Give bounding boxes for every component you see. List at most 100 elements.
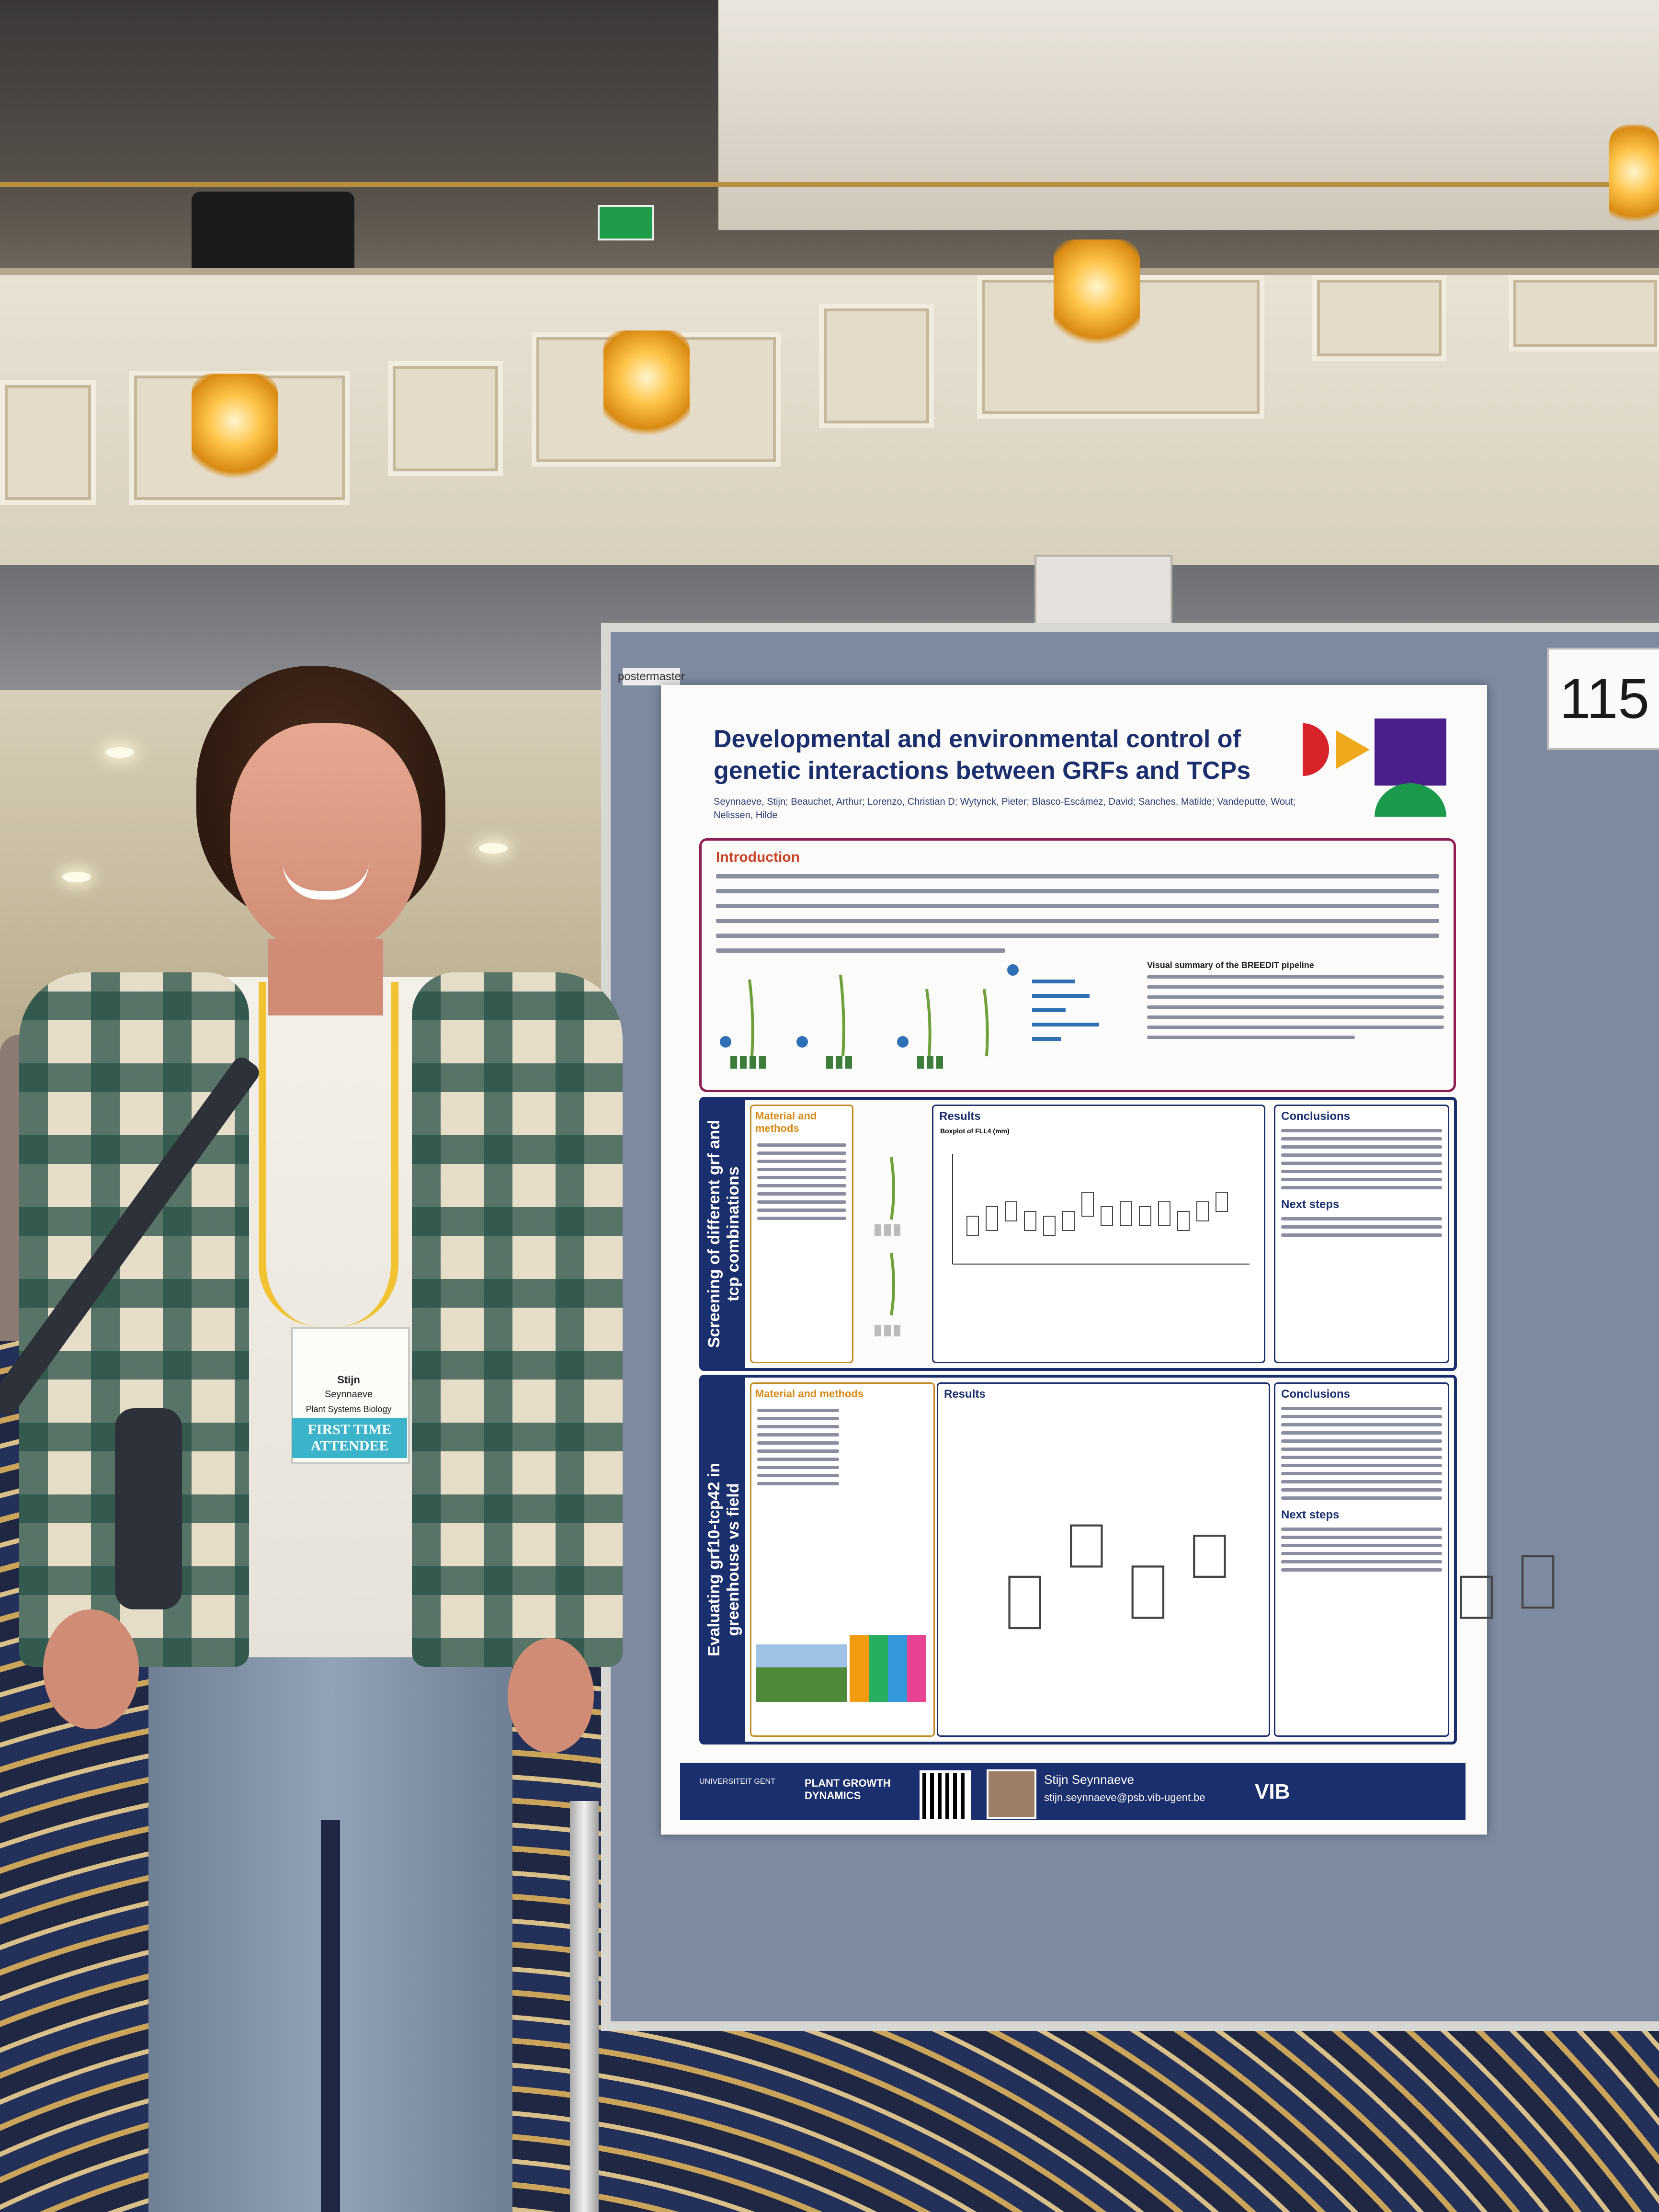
results-heading: Results <box>939 1110 981 1123</box>
text-line <box>1147 1026 1444 1029</box>
methods-panel: Material and methods <box>750 1105 853 1363</box>
text-line <box>1147 1005 1444 1009</box>
upper-wall <box>718 0 1659 230</box>
balcony-panel <box>1509 275 1659 352</box>
wall-sconce <box>1609 125 1659 230</box>
board-leg <box>570 1801 599 2212</box>
text-line <box>1281 1145 1442 1149</box>
balcony-railing <box>0 182 1659 206</box>
text-line <box>716 948 1005 953</box>
text-line <box>1281 1162 1442 1165</box>
next-steps-heading: Next steps <box>1281 1508 1340 1521</box>
text-line <box>757 1449 839 1453</box>
text-line <box>1281 1423 1442 1426</box>
logo-yellow-triangle <box>1336 730 1370 769</box>
first-time-attendee-ribbon: FIRST TIME ATTENDEE <box>292 1418 407 1458</box>
poster-footer: UNIVERSITEIT GENT PLANT GROWTH DYNAMICS … <box>680 1763 1466 1822</box>
vib-logo: VIB <box>1255 1780 1290 1803</box>
presenter-name: Stijn Seynnaeve <box>1044 1772 1134 1787</box>
field-grid <box>850 1635 926 1702</box>
results-panel: Results <box>937 1382 1555 1737</box>
text-line <box>716 919 1439 923</box>
methods-heading: Material and methods <box>755 1388 864 1400</box>
shoulder-bag <box>115 1408 182 1609</box>
poster-authors: Seynnaeve, Stijn; Beauchet, Arthur; Lore… <box>714 797 1296 821</box>
badge-last-name: Seynnaeve <box>324 1389 373 1400</box>
text-line <box>757 1466 839 1469</box>
doubled-haploid-illustration <box>875 1157 900 1336</box>
balcony-panel <box>0 380 96 505</box>
boxplot-figure <box>952 1154 1250 1265</box>
text-line <box>757 1217 846 1220</box>
conclusions-panel: Conclusions Next steps <box>1274 1105 1449 1363</box>
research-poster: Developmental and environmental control … <box>661 685 1555 1835</box>
text-line <box>1147 995 1444 999</box>
ceiling-spotlight <box>62 872 91 882</box>
text-line <box>1281 1456 1442 1459</box>
field-photo <box>756 1644 847 1702</box>
methods-heading: Material and methods <box>755 1110 817 1134</box>
text-line <box>1281 1568 1442 1572</box>
right-hand <box>508 1638 594 1753</box>
ceiling-spotlight <box>105 747 134 758</box>
section-side-title: Screening of different grf and tcp combi… <box>705 1119 742 1348</box>
text-line <box>1281 1407 1442 1410</box>
text-line <box>757 1409 839 1412</box>
pipeline-heading: Visual summary of the BREEDIT pipeline <box>1147 960 1314 970</box>
section-side-banner: Evaluating grf10-tcp42 in greenhouse vs … <box>702 1378 745 1742</box>
board-brand-label: postermaster <box>618 668 685 685</box>
text-line <box>1281 1178 1442 1181</box>
face <box>230 723 421 953</box>
text-line <box>757 1441 839 1445</box>
balcony-panel <box>388 361 503 476</box>
text-line <box>1281 1225 1442 1229</box>
section-side-title: Evaluating grf10-tcp42 in greenhouse vs … <box>705 1462 742 1657</box>
text-line <box>1281 1536 1442 1539</box>
results-heading: Results <box>944 1388 986 1401</box>
text-line <box>1147 975 1444 979</box>
text-line <box>1147 985 1444 989</box>
next-steps-heading: Next steps <box>1281 1198 1340 1211</box>
text-line <box>757 1152 846 1155</box>
text-line <box>1147 1015 1444 1019</box>
text-line <box>716 934 1439 938</box>
presenter-email: stijn.seynnaeve@psb.vib-ugent.be <box>1044 1791 1205 1803</box>
text-line <box>757 1482 839 1485</box>
section-side-banner: Screening of different grf and tcp combi… <box>702 1100 745 1368</box>
ceiling-spotlight <box>479 843 508 854</box>
presenter-photo <box>987 1769 1036 1819</box>
text-line <box>757 1168 846 1171</box>
text-line <box>1281 1217 1442 1220</box>
text-line <box>716 904 1439 908</box>
text-line <box>1281 1488 1442 1492</box>
results-panel: Results Boxplot of FLL4 (mm) <box>932 1105 1265 1363</box>
logo-red-half-disc <box>1303 723 1329 776</box>
text-line <box>1281 1439 1442 1443</box>
poster-title: Developmental and environmental control … <box>714 723 1288 787</box>
text-line <box>757 1192 846 1196</box>
wall-sconce <box>603 331 690 436</box>
yellow-lanyard <box>259 982 398 1327</box>
conclusions-heading: Conclusions <box>1281 1388 1351 1401</box>
text-line <box>1281 1170 1442 1173</box>
screening-section: Screening of different grf and tcp combi… <box>699 1097 1457 1371</box>
methods-panel: Material and methods <box>750 1382 935 1737</box>
text-line <box>716 874 1439 878</box>
badge-affiliation: Plant Systems Biology <box>306 1404 392 1414</box>
balcony-panel <box>819 304 934 428</box>
text-line <box>757 1458 839 1461</box>
text-line <box>1281 1233 1442 1237</box>
text-line <box>1281 1129 1442 1132</box>
conclusions-heading: Conclusions <box>1281 1110 1351 1123</box>
text-line <box>1281 1186 1442 1189</box>
text-line <box>757 1184 846 1187</box>
text-line <box>1281 1431 1442 1435</box>
pipeline-summary: Visual summary of the BREEDIT pipeline <box>1147 960 1444 1046</box>
logo-green-half-disc <box>1375 783 1446 817</box>
introduction-heading: Introduction <box>716 849 800 865</box>
field-evaluation-section: Evaluating grf10-tcp42 in greenhouse vs … <box>699 1375 1555 1745</box>
poster-logo <box>1303 718 1446 817</box>
text-line <box>1281 1448 1442 1451</box>
projector <box>192 192 354 278</box>
text-line <box>1281 1464 1442 1467</box>
